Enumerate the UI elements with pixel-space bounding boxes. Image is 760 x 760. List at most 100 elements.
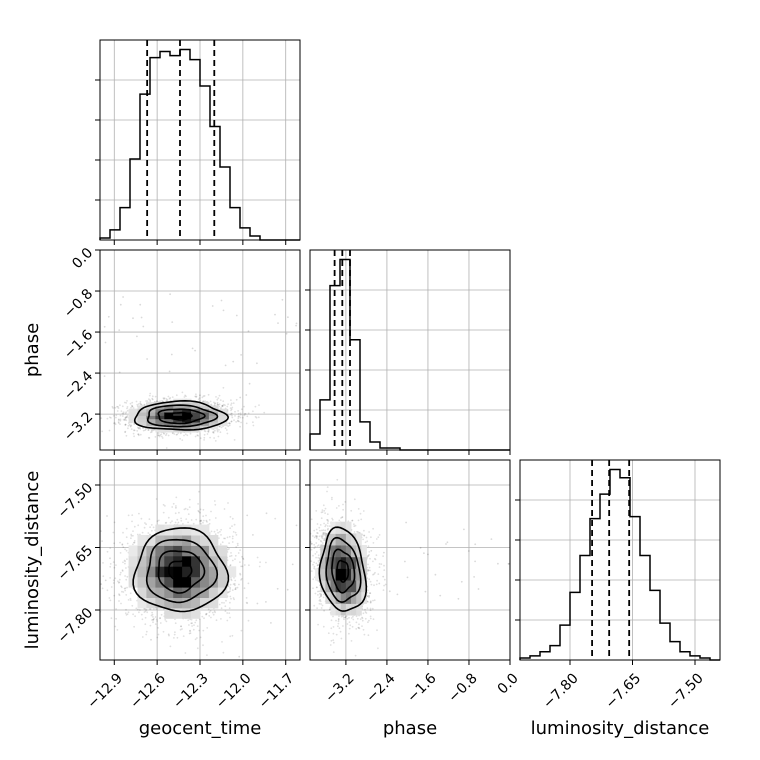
sample-point [206,627,209,629]
sample-point [221,601,223,604]
density-cell [146,405,156,410]
sample-point [159,622,162,624]
sample-point [171,506,174,508]
density-cell [217,422,228,426]
sample-point [234,554,237,557]
sample-point [205,613,208,616]
sample-point [140,517,143,520]
sample-point [189,618,192,621]
contour-line [133,399,230,431]
sample-point [130,428,133,430]
sample-point [157,434,160,437]
sample-point [124,575,126,577]
sample-point [209,400,212,403]
sample-point [229,595,232,598]
sample-point [219,399,222,401]
sample-point [228,424,231,427]
y-tick-label: −3.2 [61,409,96,444]
sample-point [124,587,127,589]
sample-point [151,397,154,400]
sample-point [243,564,246,566]
sample-point [127,599,130,601]
sample-point [137,524,140,527]
sample-point [144,608,147,610]
sample-point [154,436,157,438]
sample-point [162,432,165,434]
sample-point [142,325,145,328]
sample-point [125,614,128,616]
sample-point [141,618,144,621]
sample-point [202,629,205,632]
sample-point [120,586,123,589]
sample-point [114,406,117,409]
sample-point [202,400,205,403]
sample-point [243,587,246,590]
sample-point [235,546,238,548]
sample-point [194,435,197,438]
sample-point [224,610,227,612]
sample-point [145,400,148,402]
sample-point [149,526,152,529]
sample-point [137,427,140,429]
sample-point [206,654,208,656]
sample-point [130,535,133,537]
sample-point [103,375,106,377]
sample-point [243,414,246,417]
sample-point [152,618,155,621]
sample-point [221,405,224,408]
sample-point [232,583,235,586]
sample-point [110,586,113,588]
sample-point [151,611,154,614]
sample-point [188,632,191,635]
sample-point [237,420,239,423]
density-cell [137,415,147,420]
density-cell [173,402,183,406]
sample-point [195,619,198,622]
sample-point [221,404,224,407]
sample-point [222,386,225,389]
sample-point [148,437,151,439]
sample-point [138,611,140,614]
density-cell [200,422,210,426]
sample-point [180,625,183,628]
sample-point [165,399,168,402]
sample-point [142,429,145,432]
sample-point [216,404,219,406]
sample-point [165,398,168,400]
sample-point [186,508,189,511]
sample-point [212,432,215,434]
sample-point [101,430,104,433]
sample-point [226,432,229,435]
sample-point [217,397,220,399]
sample-point [216,398,219,401]
sample-point [207,429,210,432]
density-cell [164,418,174,423]
sample-point [240,629,243,632]
sample-point [122,412,125,415]
sample-point [216,429,219,431]
sample-point [168,370,171,373]
sample-point [143,526,146,529]
sample-point [232,402,235,404]
sample-point [175,433,178,436]
sample-point [214,402,217,404]
sample-point [205,612,208,615]
sample-point [200,520,203,522]
sample-point [121,544,124,546]
sample-point [131,405,134,408]
sample-point [232,597,235,599]
sample-point [127,424,130,427]
sample-point [144,429,147,431]
sample-point [109,565,112,568]
sample-point [119,404,121,407]
sample-point [239,412,242,415]
sample-point [218,603,221,606]
sample-point [136,533,139,536]
sample-point [183,434,185,437]
density-cell [191,422,201,426]
histogram-phase [309,258,510,451]
density-cell [182,415,192,420]
density-cell [155,408,165,413]
sample-point [126,409,129,412]
sample-point [108,597,111,599]
